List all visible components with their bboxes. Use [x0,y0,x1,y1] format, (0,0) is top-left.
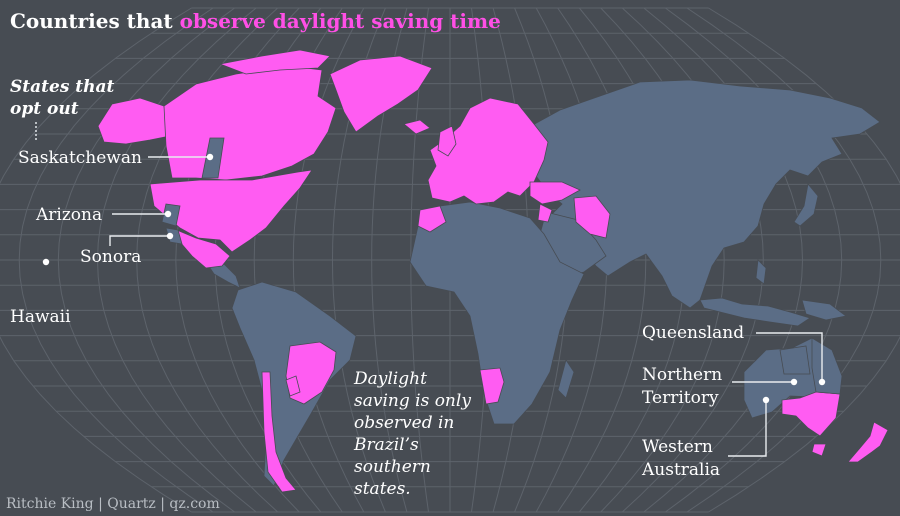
dst-iran [573,195,611,239]
dst-chile [261,371,297,493]
credit-line: Ritchie King | Quartz | qz.com [6,496,220,512]
dst-uk [437,125,457,157]
land-madagascar [557,359,575,399]
opt-out-regions [161,137,843,395]
label-western-australia-2: Australia [641,460,720,480]
map-title: Countries that observe daylight saving t… [10,9,501,33]
northern-territory-region [779,345,811,375]
brazil-note-line4: Brazil’s [353,435,419,455]
graticule-meridian [0,7,192,513]
brazil-note-line3: observed in [354,413,454,433]
title-prefix: Countries that [10,9,173,33]
dot-sonora [166,232,174,240]
dst-levant [537,203,553,223]
land-africa [409,201,585,425]
title-highlight: observe daylight saving time [180,9,501,33]
dst-europe [427,97,549,205]
graticule-meridian [96,7,257,513]
label-sonora: Sonora [80,247,141,267]
dot-western-australia [762,396,770,404]
land-indonesia [699,297,811,327]
graticule-meridian [18,7,214,513]
land-new-guinea [801,299,847,321]
brazil-note-line6: states. [354,479,411,499]
dot-saskatchewan [206,153,214,161]
label-northern-territory-1: Northern [642,365,722,385]
brazil-note-line2: saving is only [354,391,471,411]
label-northern-territory-2: Territory [642,388,719,408]
dst-australia-se [781,391,841,437]
graticule-meridian [292,7,365,513]
dst-morocco [417,205,447,233]
leader-queensland [756,332,823,382]
leader-western-australia [728,400,767,457]
dst-namibia [479,367,505,405]
dot-queensland [818,378,826,386]
brazil-note: Daylight saving is only observed in Braz… [353,369,471,499]
queensland-region [811,337,843,395]
dst-turkey [529,181,581,205]
leader-sonora [109,235,170,246]
label-western-australia-1: Western [642,437,713,457]
dot-hawaii [42,258,50,266]
dst-iceland [403,119,431,135]
dst-greenland [329,55,433,133]
dst-new-zealand [847,421,889,463]
graticule-meridian [57,7,235,513]
opt-out-heading-line1: States that [10,77,115,97]
brazil-note-line5: southern [354,457,431,477]
dot-arizona [164,210,172,218]
label-queensland: Queensland [642,323,744,343]
land-philippines [755,259,767,285]
land-japan [793,183,819,227]
label-arizona: Arizona [35,205,102,225]
dst-tasmania [811,443,827,457]
label-hawaii: Hawaii [10,307,71,327]
graticule-meridian [557,7,647,513]
opt-out-heading-line2: opt out [10,99,79,119]
dst-canada-islands [218,49,331,75]
label-saskatchewan: Saskatchewan [18,148,142,168]
brazil-note-line1: Daylight [353,369,427,389]
dst-mexico [171,227,231,269]
dst-paraguay [285,375,301,397]
dot-northern-territory [790,378,798,386]
